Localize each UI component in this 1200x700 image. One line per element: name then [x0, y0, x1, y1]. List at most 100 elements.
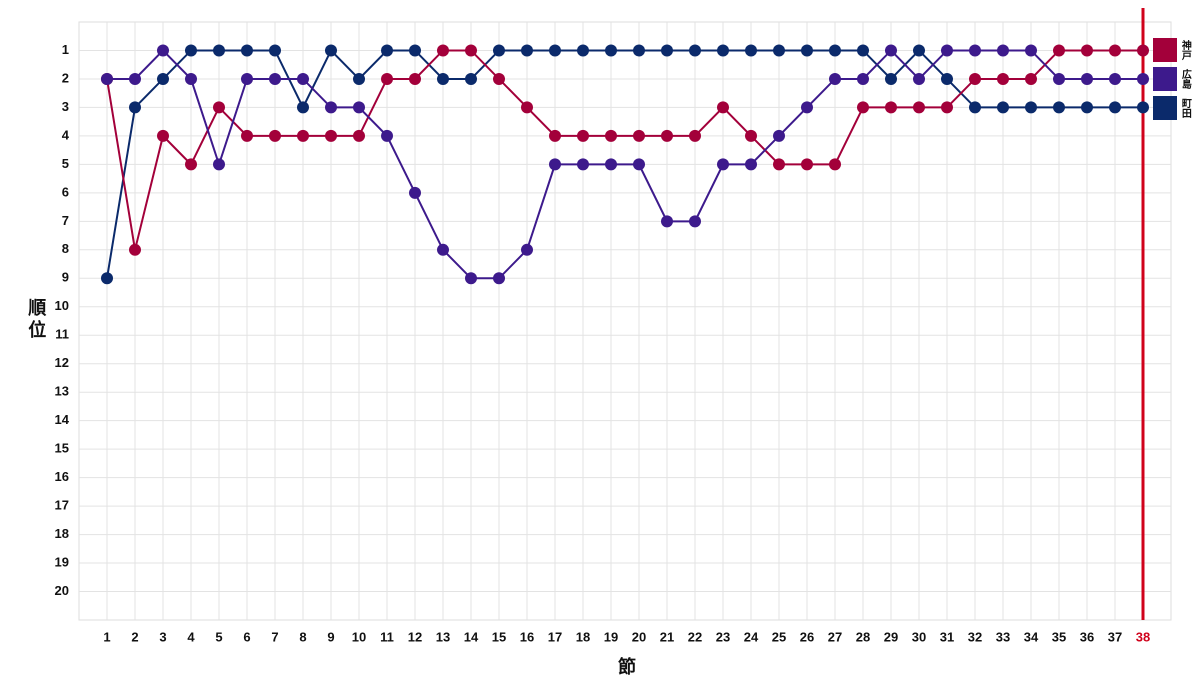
y-tick-label: 13 [55, 384, 69, 399]
y-tick-label: 14 [55, 412, 70, 427]
y-tick-label: 8 [62, 241, 69, 256]
data-point [493, 272, 505, 285]
data-point [241, 44, 253, 57]
x-tick-label: 24 [744, 629, 759, 644]
data-point [577, 129, 589, 142]
data-point [717, 44, 729, 57]
x-tick-label: 25 [772, 629, 786, 644]
y-tick-label: 10 [55, 298, 69, 313]
x-tick-label: 28 [856, 629, 870, 644]
data-point [1053, 44, 1065, 57]
data-point [185, 44, 197, 57]
data-point [661, 129, 673, 142]
data-point [1081, 101, 1093, 114]
data-point [157, 129, 169, 142]
x-tick-label: 5 [215, 629, 222, 644]
data-point [353, 129, 365, 142]
data-point [325, 101, 337, 114]
data-point [577, 44, 589, 57]
data-point [829, 158, 841, 171]
data-point [605, 129, 617, 142]
x-tick-label: 16 [520, 629, 534, 644]
series-line [106, 49, 1143, 251]
data-point [381, 129, 393, 142]
data-point [269, 44, 281, 57]
data-point [269, 129, 281, 142]
data-point [129, 101, 141, 114]
data-point [969, 44, 981, 57]
data-point [1109, 44, 1121, 57]
x-tick-label: 32 [968, 629, 982, 644]
data-point [801, 101, 813, 114]
data-point [1053, 72, 1065, 85]
data-point [437, 243, 449, 256]
data-point [409, 186, 421, 199]
data-point [465, 72, 477, 85]
data-point [969, 101, 981, 114]
x-tick-label: 10 [352, 629, 366, 644]
data-point [381, 44, 393, 57]
data-point [185, 72, 197, 85]
legend-swatch [1153, 38, 1177, 62]
data-point [745, 129, 757, 142]
y-tick-label: 5 [62, 156, 69, 171]
x-tick-label: 36 [1080, 629, 1094, 644]
legend-swatch [1153, 67, 1177, 91]
data-point [1137, 72, 1149, 85]
x-tick-label: 4 [187, 629, 195, 644]
data-point [773, 158, 785, 171]
data-point [745, 44, 757, 57]
data-point [689, 44, 701, 57]
data-point [129, 72, 141, 85]
data-point [493, 44, 505, 57]
data-point [493, 72, 505, 85]
x-tick-label: 31 [940, 629, 954, 644]
data-point [913, 72, 925, 85]
data-point [885, 101, 897, 114]
data-point [1081, 44, 1093, 57]
data-point [633, 129, 645, 142]
x-tick-label: 1 [103, 629, 110, 644]
data-point [829, 72, 841, 85]
y-tick-label: 2 [62, 70, 69, 85]
x-tick-label: 23 [716, 629, 730, 644]
x-axis-label: 節 [618, 656, 636, 677]
data-point [409, 72, 421, 85]
data-point [1025, 72, 1037, 85]
y-tick-label: 6 [62, 184, 69, 199]
y-tick-label: 15 [55, 441, 69, 456]
x-tick-label: 15 [492, 629, 506, 644]
data-point [997, 101, 1009, 114]
data-point [801, 158, 813, 171]
data-point [325, 129, 337, 142]
x-tick-label: 37 [1108, 629, 1122, 644]
data-point [1081, 72, 1093, 85]
x-tick-label: 9 [327, 629, 334, 644]
data-point [885, 72, 897, 85]
x-tick-label: 12 [408, 629, 422, 644]
data-point [857, 101, 869, 114]
data-point [465, 44, 477, 57]
data-point [717, 158, 729, 171]
legend-label: 広島 [1179, 68, 1191, 90]
x-tick-label: 30 [912, 629, 926, 644]
data-point [437, 72, 449, 85]
x-tick-label: 38 [1136, 629, 1150, 644]
data-point [185, 158, 197, 171]
data-point [241, 129, 253, 142]
data-point [381, 72, 393, 85]
y-tick-label: 7 [62, 213, 69, 228]
data-point [1025, 44, 1037, 57]
data-point [521, 44, 533, 57]
data-point [157, 72, 169, 85]
data-point [409, 44, 421, 57]
data-point [773, 129, 785, 142]
data-point [213, 158, 225, 171]
data-point [549, 44, 561, 57]
x-tick-label: 34 [1024, 629, 1039, 644]
data-point [997, 72, 1009, 85]
data-point [1109, 101, 1121, 114]
x-tick-label: 14 [464, 629, 479, 644]
x-tick-label: 7 [271, 629, 278, 644]
y-tick-label: 4 [62, 127, 70, 142]
